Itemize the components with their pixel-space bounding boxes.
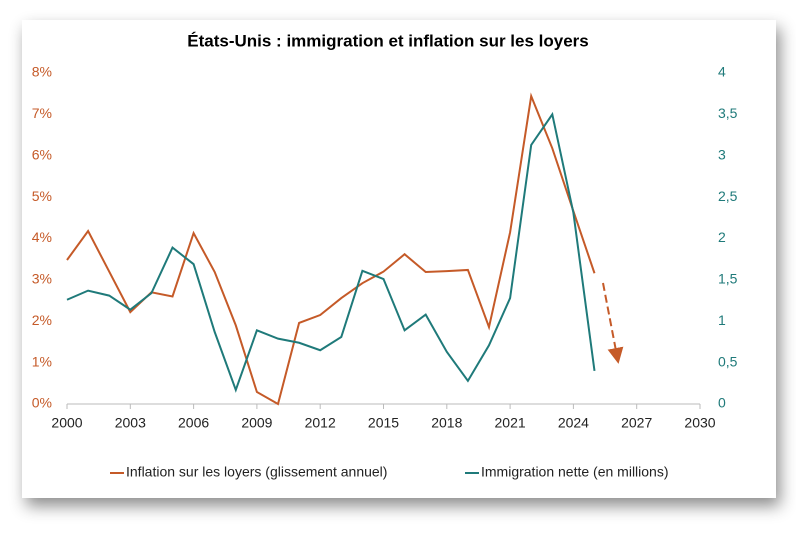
y2-tick-label: 1	[718, 312, 726, 328]
y-tick-label: 2%	[32, 312, 52, 328]
x-tick-label: 2030	[684, 415, 715, 431]
y2-tick-label: 0,5	[718, 353, 738, 369]
y2-tick-label: 2	[718, 229, 726, 245]
y2-tick-label: 4	[718, 64, 726, 80]
y-tick-label: 5%	[32, 188, 52, 204]
chart-title: États-Unis : immigration et inflation su…	[187, 31, 588, 50]
y-tick-label: 7%	[32, 105, 52, 121]
y-tick-label: 8%	[32, 64, 52, 80]
y2-tick-label: 1,5	[718, 271, 738, 287]
y-tick-label: 3%	[32, 271, 52, 287]
y-tick-label: 1%	[32, 353, 52, 369]
legend-label: Inflation sur les loyers (glissement ann…	[126, 464, 387, 480]
legend-label: Immigration nette (en millions)	[481, 464, 669, 480]
x-tick-label: 2012	[305, 415, 336, 431]
y2-tick-label: 3	[718, 146, 726, 162]
y2-tick-label: 0	[718, 395, 726, 411]
x-tick-label: 2018	[431, 415, 462, 431]
y-tick-label: 4%	[32, 229, 52, 245]
x-tick-label: 2027	[621, 415, 652, 431]
y-tick-label: 6%	[32, 146, 52, 162]
x-tick-label: 2009	[241, 415, 272, 431]
y2-tick-label: 2,5	[718, 188, 738, 204]
y-tick-label: 0%	[32, 395, 52, 411]
series-line	[66, 92, 596, 406]
x-tick-label: 2024	[558, 415, 589, 431]
x-tick-label: 2021	[495, 415, 526, 431]
series-line	[66, 111, 596, 393]
x-tick-label: 2003	[115, 415, 146, 431]
x-tick-label: 2006	[178, 415, 209, 431]
x-tick-label: 2000	[51, 415, 82, 431]
x-tick-label: 2015	[368, 415, 399, 431]
y2-tick-label: 3,5	[718, 105, 738, 121]
trend-arrow	[602, 282, 624, 364]
